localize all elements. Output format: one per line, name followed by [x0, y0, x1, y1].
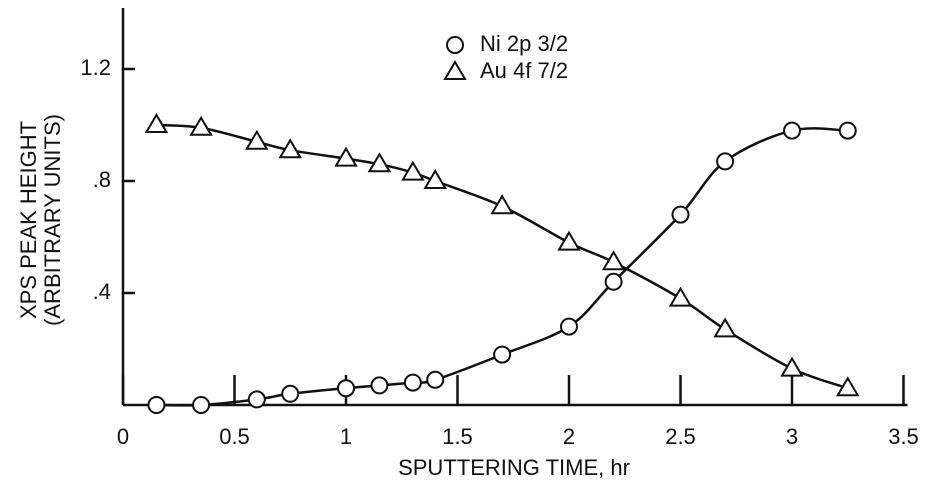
- marker: [490, 194, 514, 215]
- marker: [493, 345, 512, 364]
- marker: [401, 160, 425, 181]
- marker: [426, 370, 445, 389]
- x-tick-label: 1: [340, 424, 352, 449]
- marker: [189, 115, 213, 136]
- y-tick-label: .4: [93, 279, 111, 304]
- marker: [783, 121, 801, 140]
- marker: [278, 138, 302, 159]
- marker: [192, 396, 211, 414]
- marker: [601, 250, 626, 271]
- y-tick-label: 1.2: [80, 55, 111, 80]
- x-tick-label: 0: [117, 424, 129, 449]
- marker: [423, 169, 447, 189]
- x-axis-label: SPUTTERING TIME, hr: [398, 455, 630, 480]
- marker: [836, 376, 860, 397]
- marker: [557, 230, 581, 251]
- series-line: [156, 127, 848, 407]
- marker: [838, 121, 857, 140]
- marker: [780, 356, 804, 377]
- marker: [560, 317, 578, 336]
- marker: [334, 146, 358, 167]
- legend-marker: [443, 60, 467, 80]
- x-tick-label: 0.5: [219, 424, 250, 449]
- legend-label: Ni 2p 3/2: [480, 31, 568, 56]
- marker: [668, 286, 693, 307]
- marker: [403, 373, 422, 392]
- marker: [604, 272, 623, 291]
- marker: [337, 379, 355, 398]
- marker: [671, 205, 690, 224]
- marker: [247, 390, 266, 409]
- x-tick-label: 1.5: [442, 424, 473, 449]
- marker: [245, 129, 269, 150]
- y-axis-label: XPS PEAK HEIGHT: [16, 121, 41, 319]
- y-axis-label: (ARBITRARY UNITS): [40, 114, 65, 326]
- legend-marker: [446, 36, 464, 54]
- marker: [147, 396, 166, 414]
- x-tick-label: 3.5: [888, 424, 919, 449]
- marker: [144, 113, 169, 133]
- marker: [716, 152, 735, 171]
- marker: [713, 317, 737, 338]
- legend-label: Au 4f 7/2: [480, 58, 568, 83]
- x-tick-label: 2.5: [665, 424, 696, 449]
- y-tick-label: .8: [93, 167, 111, 192]
- x-tick-label: 3: [786, 424, 798, 449]
- x-tick-label: 2: [563, 424, 575, 449]
- marker: [370, 376, 389, 395]
- marker: [281, 384, 300, 403]
- marker: [367, 152, 392, 173]
